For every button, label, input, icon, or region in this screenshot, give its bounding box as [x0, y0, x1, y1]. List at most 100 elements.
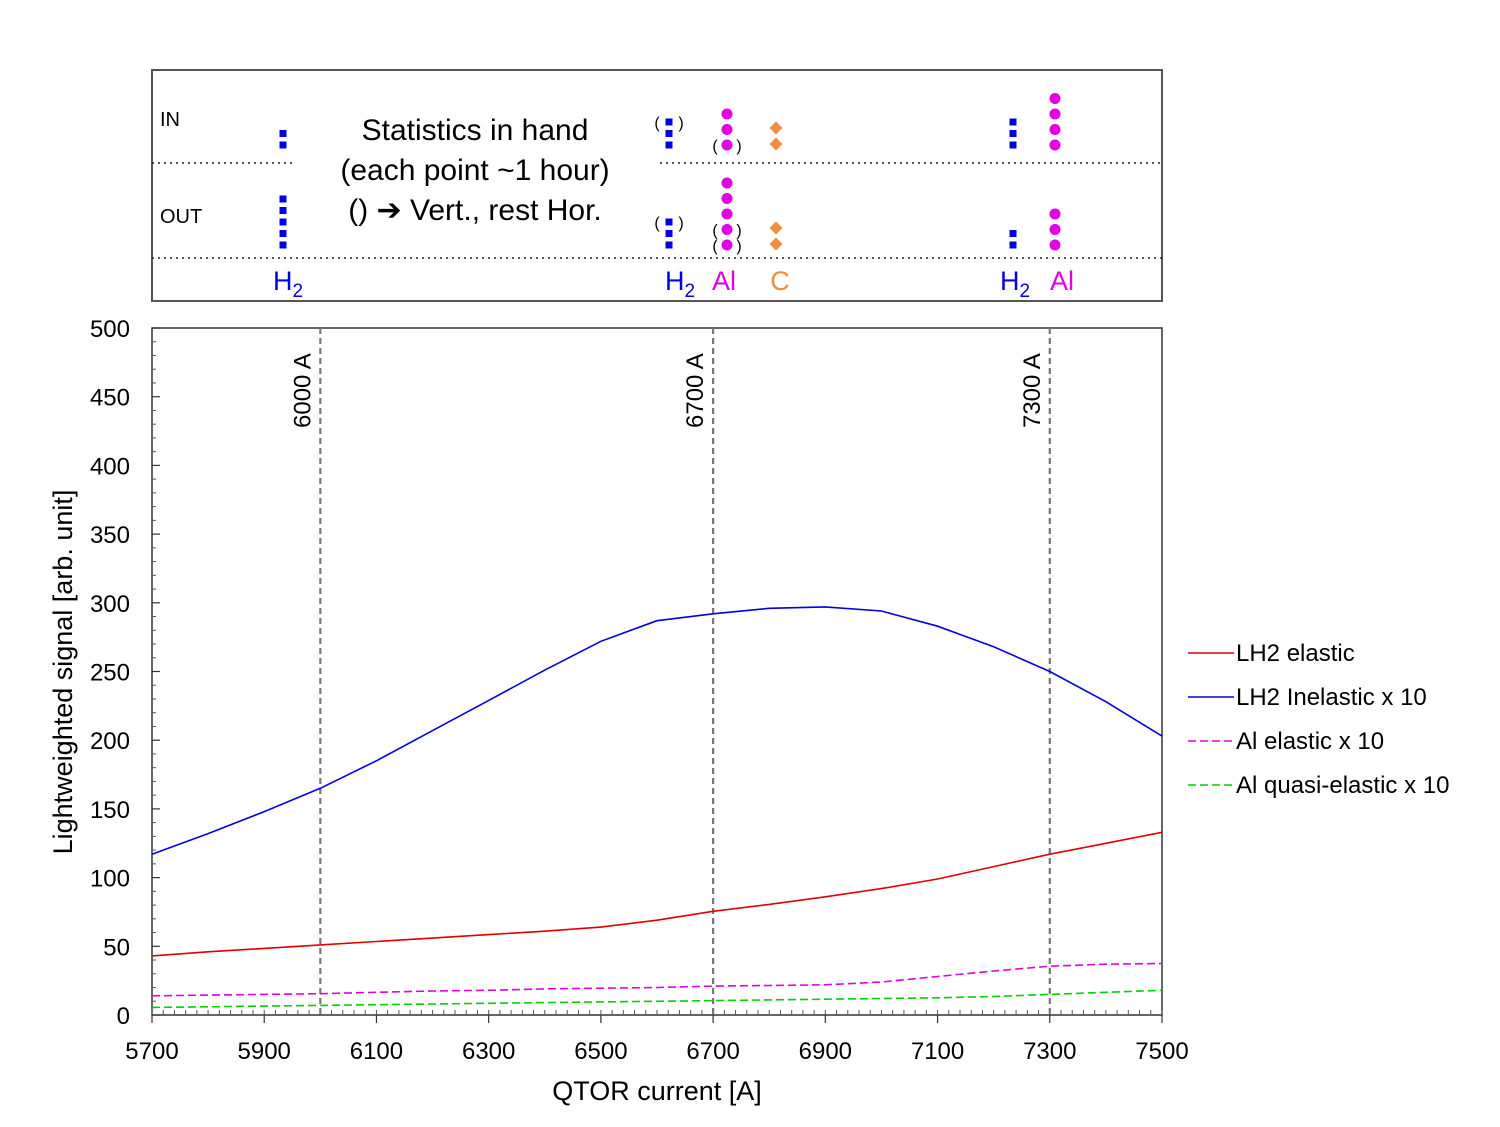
vertical-paren-close: ) — [678, 215, 683, 232]
circle-marker — [1049, 124, 1061, 135]
circle-marker — [721, 108, 733, 120]
square-marker — [665, 230, 673, 237]
square-marker — [1009, 241, 1017, 249]
statistics-panel: IN OUT Statistics in hand (each point ~1 … — [151, 69, 1163, 302]
row-label-out: OUT — [160, 206, 202, 228]
square-marker — [279, 230, 287, 237]
circle-marker — [721, 224, 733, 235]
y-tick-label: 200 — [90, 728, 130, 755]
square-marker — [1009, 118, 1017, 126]
circle-marker — [721, 124, 733, 135]
vertical-paren-open: ( — [712, 223, 718, 240]
y-axis-label: Lightweighted signal [arb. unit] — [48, 490, 78, 855]
vertical-paren-open: ( — [712, 238, 718, 255]
x-tick-label: 7500 — [1135, 1038, 1188, 1065]
series-line — [151, 962, 1163, 997]
square-marker — [665, 130, 673, 137]
current-marker-label: 6700 A — [682, 353, 709, 428]
target-labels: H2 H2 Al C H2 Al — [273, 266, 1074, 302]
y-tick-label: 50 — [103, 934, 130, 961]
target-label: H2 — [665, 266, 695, 302]
vertical-paren-open: ( — [712, 138, 718, 155]
square-marker — [1009, 230, 1017, 237]
circle-marker — [721, 193, 733, 204]
circle-marker — [1049, 224, 1061, 235]
square-marker — [665, 118, 673, 126]
vertical-paren-open: ( — [654, 215, 660, 232]
square-marker — [279, 218, 287, 226]
target-label: C — [770, 266, 790, 296]
square-marker — [279, 241, 287, 249]
statistics-title-line: Statistics in hand — [362, 114, 589, 147]
vertical-paren-open: ( — [654, 115, 660, 132]
circle-marker — [1049, 93, 1061, 104]
square-marker — [279, 130, 287, 137]
target-label: H2 — [273, 266, 303, 302]
diamond-marker — [769, 137, 783, 151]
target-label: H2 — [1000, 266, 1030, 302]
x-tick-label: 6300 — [462, 1038, 515, 1065]
series-line — [151, 606, 1163, 855]
x-axis: 5700 5900 6100 6300 6500 6700 6900 7100 7300 7500 — [125, 1010, 1189, 1065]
x-tick-label: 6700 — [686, 1038, 739, 1065]
circle-marker — [721, 139, 733, 151]
y-tick-label: 450 — [90, 385, 130, 412]
legend-label: Al elastic x 10 — [1236, 728, 1384, 755]
y-tick-label: 250 — [90, 660, 130, 687]
target-label-subscript: 2 — [292, 281, 303, 302]
vertical-paren-close: ) — [736, 238, 741, 255]
statistics-panel-frame — [151, 69, 1163, 302]
x-tick-label: 6500 — [574, 1038, 627, 1065]
y-tick-label: 350 — [90, 522, 130, 549]
x-tick-label: 6100 — [350, 1038, 403, 1065]
y-tick-label: 0 — [117, 1003, 130, 1030]
circle-marker — [1049, 239, 1061, 251]
circle-marker — [721, 208, 733, 220]
target-label-main: C — [770, 266, 790, 296]
statistics-title-line: () ➔ Vert., rest Hor. — [348, 194, 602, 227]
circle-marker — [1049, 108, 1061, 120]
target-label-main: Al — [1050, 266, 1074, 296]
statistics-markers: () () () () () — [279, 93, 1061, 255]
circle-marker — [721, 177, 733, 189]
legend-label: LH2 elastic — [1236, 640, 1355, 667]
x-tick-label: 7300 — [1023, 1038, 1076, 1065]
vertical-paren-close: ) — [678, 115, 683, 132]
y-tick-label: 150 — [90, 797, 130, 824]
diamond-marker — [769, 237, 783, 251]
target-label: Al — [1050, 266, 1074, 296]
vertical-paren-close: ) — [736, 138, 741, 155]
target-label-subscript: 2 — [1019, 281, 1030, 302]
circle-marker — [1049, 139, 1061, 151]
y-tick-label: 300 — [90, 591, 130, 618]
x-tick-label: 5900 — [238, 1038, 291, 1065]
square-marker — [1009, 130, 1017, 137]
square-marker — [665, 241, 673, 249]
target-label-main: H — [1000, 266, 1020, 296]
statistics-title-line: (each point ~1 hour) — [340, 154, 609, 187]
x-tick-label: 7100 — [911, 1038, 964, 1065]
current-marker-label: 6000 A — [289, 353, 316, 428]
x-axis-label: QTOR current [A] — [552, 1076, 762, 1106]
y-tick-label: 100 — [90, 866, 130, 893]
y-axis: 0 50 100 150 200 250 300 350 400 450 500 — [90, 316, 160, 1030]
current-marker-label: 7300 A — [1019, 353, 1046, 428]
legend-label: LH2 Inelastic x 10 — [1236, 684, 1427, 711]
legend-label: Al quasi-elastic x 10 — [1236, 772, 1449, 799]
square-marker — [665, 141, 673, 149]
signal-chart: 0 50 100 150 200 250 300 350 400 450 500 5700 5900 6… — [48, 316, 1449, 1106]
diamond-marker — [769, 121, 783, 135]
row-label-in: IN — [160, 109, 180, 131]
x-tick-label: 6900 — [799, 1038, 852, 1065]
current-markers: 6000 A 6700 A 7300 A — [289, 328, 1051, 1015]
y-tick-label: 400 — [90, 453, 130, 480]
target-label: Al — [712, 266, 736, 296]
square-marker — [279, 195, 287, 203]
y-tick-label: 500 — [90, 316, 130, 343]
x-tick-label: 5700 — [125, 1038, 178, 1065]
target-label-main: Al — [712, 266, 736, 296]
plot-frame — [151, 327, 1163, 1016]
circle-marker — [721, 239, 733, 251]
statistics-title: Statistics in hand (each point ~1 hour) ()… — [340, 114, 609, 227]
